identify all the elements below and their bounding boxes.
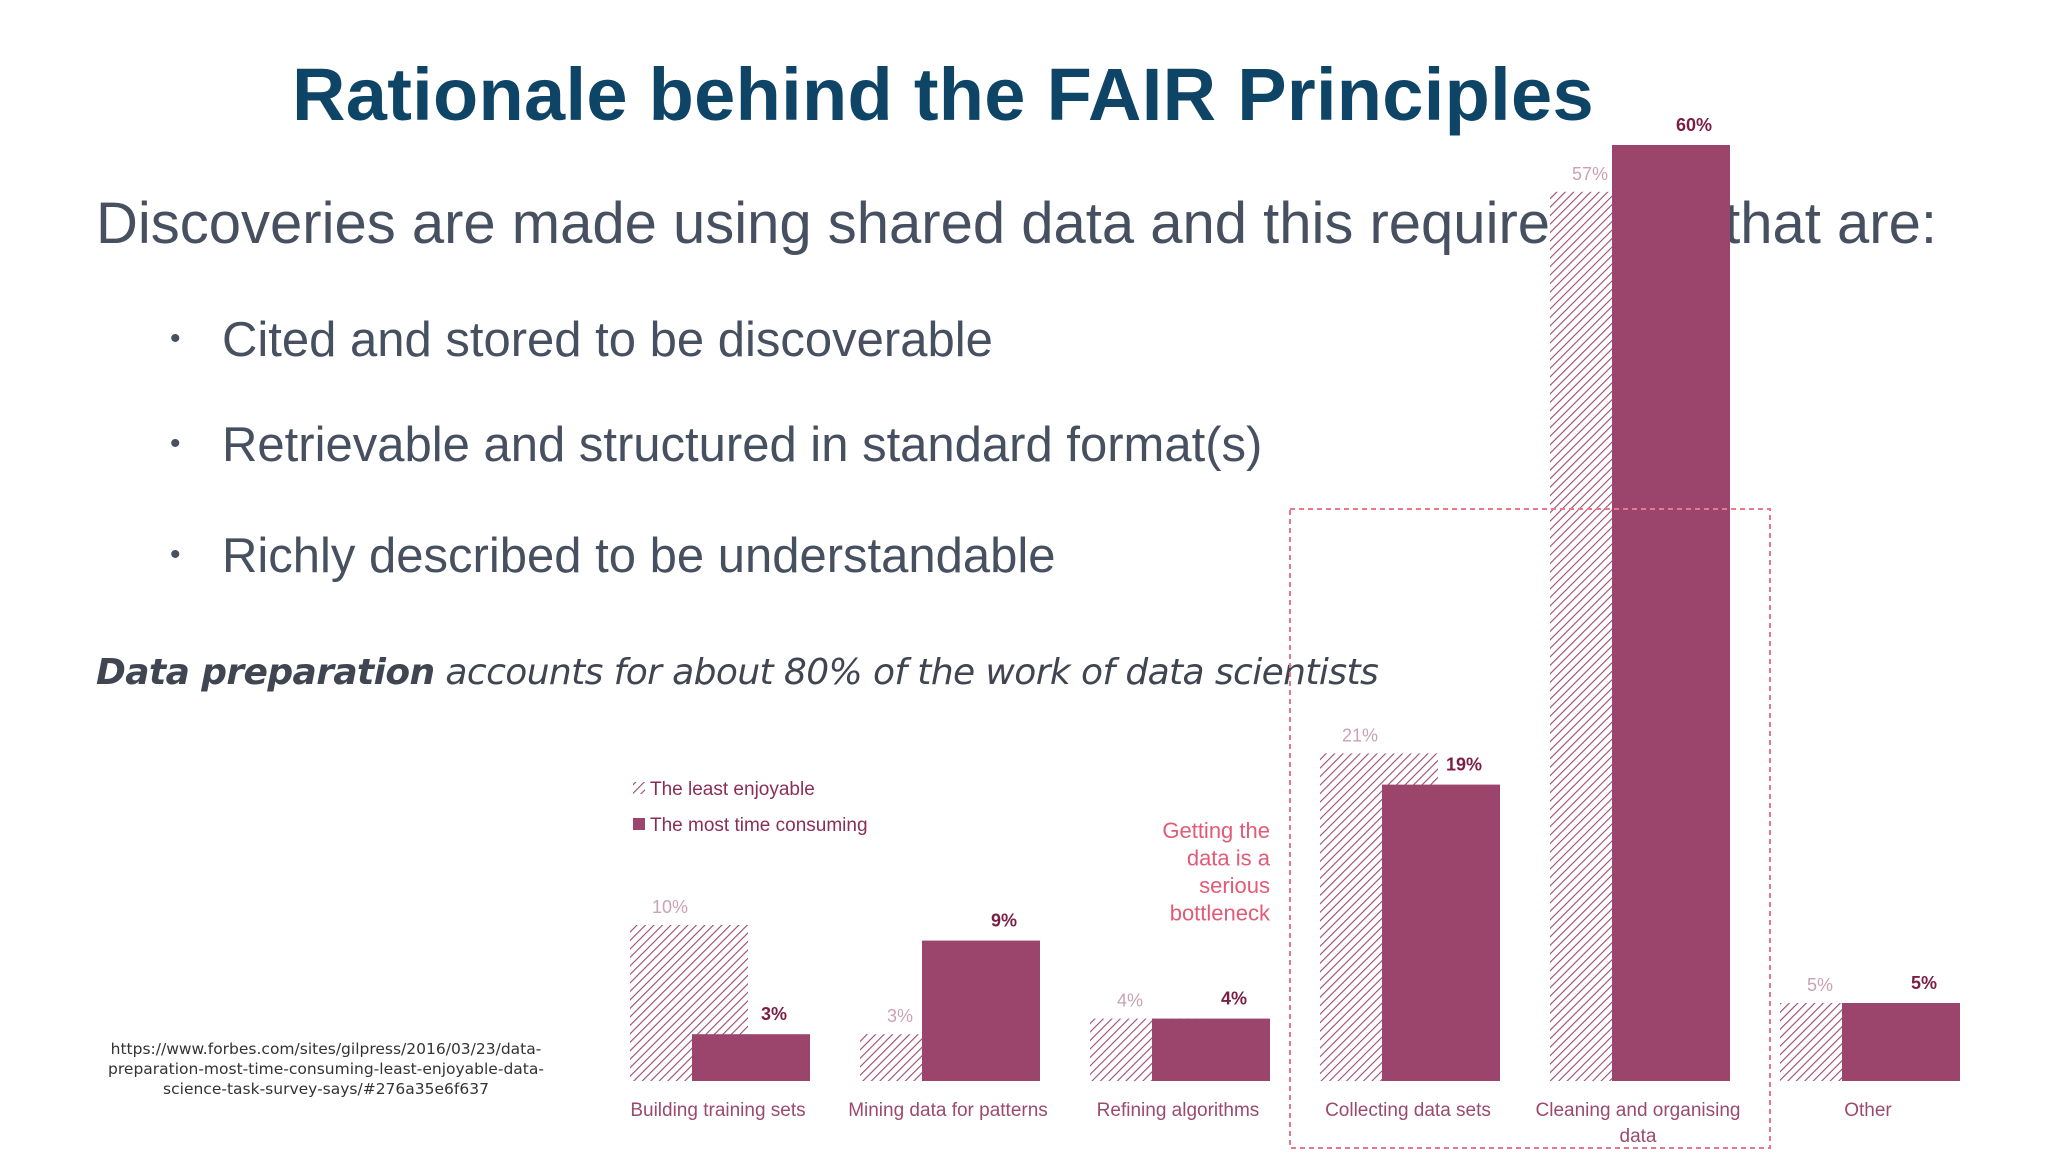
highlight-box	[1289, 508, 1771, 1149]
x-tick-label: Other	[1844, 1100, 1892, 1121]
annotation-text: Getting the	[1162, 818, 1270, 843]
bar-most-time-consuming	[1152, 1018, 1270, 1081]
annotation-text: data is a	[1187, 846, 1271, 871]
x-tick-label: Building training sets	[630, 1100, 805, 1121]
data-label-least-enjoyable: 57%	[1572, 164, 1608, 184]
data-label-least-enjoyable: 5%	[1807, 975, 1833, 995]
bullet-text: Richly described to be understandable	[222, 529, 1056, 583]
source-url: https://www.forbes.com/sites/gilpress/20…	[108, 1040, 544, 1098]
bullet-item: • Richly described to be understandable	[170, 528, 1056, 584]
data-label-most-time-consuming: 9%	[991, 911, 1017, 931]
legend-label-most-time-consuming: The most time consuming	[650, 815, 868, 836]
bullet-item: • Cited and stored to be discoverable	[170, 312, 993, 368]
x-tick-label: Collecting data sets	[1325, 1100, 1491, 1121]
annotation-text: serious	[1199, 873, 1270, 898]
annotation-text: bottleneck	[1170, 901, 1271, 926]
data-label-most-time-consuming: 60%	[1676, 115, 1712, 135]
bar-most-time-consuming	[922, 940, 1040, 1081]
data-prep-note-text: accounts for about 80% of the work of da…	[434, 652, 1379, 693]
x-tick-label: data	[1620, 1126, 1657, 1147]
data-label-most-time-consuming: 4%	[1221, 989, 1247, 1009]
legend-label-least-enjoyable: The least enjoyable	[650, 779, 815, 800]
data-prep-note: Data preparation accounts for about 80% …	[96, 652, 1379, 693]
x-tick-label: Mining data for patterns	[848, 1100, 1048, 1121]
data-label-least-enjoyable: 4%	[1117, 991, 1143, 1011]
bullet-text: Cited and stored to be discoverable	[222, 313, 993, 367]
data-label-least-enjoyable: 10%	[652, 897, 688, 917]
bullet-text: Retrievable and structured in standard f…	[222, 418, 1263, 472]
data-label-most-time-consuming: 3%	[761, 1004, 787, 1024]
bullet-dot: •	[170, 427, 181, 461]
bar-most-time-consuming	[692, 1034, 810, 1081]
legend-swatch-least-enjoyable	[633, 782, 645, 794]
bullet-dot: •	[170, 538, 181, 572]
bullet-dot: •	[170, 322, 181, 356]
x-tick-label: Refining algorithms	[1097, 1100, 1260, 1121]
x-tick-label: Cleaning and organising	[1536, 1100, 1741, 1121]
bullet-item: • Retrievable and structured in standard …	[170, 417, 1262, 473]
bar-most-time-consuming	[1612, 145, 1730, 1081]
data-label-least-enjoyable: 21%	[1342, 725, 1378, 745]
data-label-least-enjoyable: 3%	[887, 1006, 913, 1026]
data-prep-note-bold: Data preparation	[96, 652, 435, 693]
bar-most-time-consuming	[1842, 1003, 1960, 1081]
bar-most-time-consuming	[1382, 784, 1500, 1081]
legend-swatch-most-time-consuming	[633, 818, 645, 830]
slide-title: Rationale behind the FAIR Principles	[292, 53, 1594, 136]
data-label-most-time-consuming: 5%	[1911, 973, 1937, 993]
data-label-most-time-consuming: 19%	[1446, 755, 1482, 775]
